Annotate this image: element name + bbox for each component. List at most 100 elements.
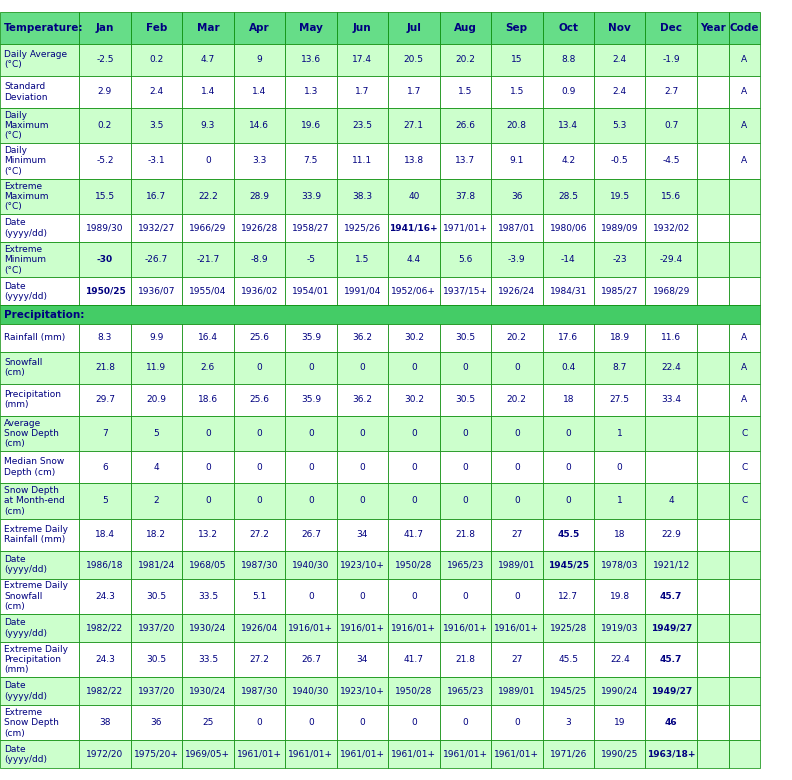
Bar (131, 551, 182, 579)
Text: 27.1: 27.1 (404, 121, 424, 130)
Bar (491, 740, 543, 768)
Text: 9: 9 (257, 55, 262, 64)
Text: Median Snow
Depth (cm): Median Snow Depth (cm) (4, 458, 64, 477)
Bar (729, 44, 760, 76)
Bar (79, 278, 131, 305)
Bar (543, 12, 594, 44)
Bar (337, 12, 388, 44)
Bar (543, 108, 594, 144)
Text: 0: 0 (308, 496, 314, 505)
Text: 1930/24: 1930/24 (189, 686, 227, 696)
Text: 1919/03: 1919/03 (601, 623, 638, 633)
Bar (440, 416, 491, 451)
Bar (729, 324, 760, 352)
Bar (594, 740, 645, 768)
Bar (285, 416, 337, 451)
Bar (79, 416, 131, 451)
Bar (285, 242, 337, 278)
Bar (729, 519, 760, 551)
Bar (0, 483, 79, 519)
Bar (491, 12, 543, 44)
Text: Apr: Apr (249, 23, 270, 33)
Text: 24.3: 24.3 (95, 592, 115, 601)
Bar (491, 76, 543, 108)
Bar (594, 705, 645, 740)
Text: 8.7: 8.7 (612, 363, 627, 372)
Bar (182, 384, 234, 416)
Bar (543, 384, 594, 416)
Bar (440, 483, 491, 519)
Bar (594, 108, 645, 144)
Text: 1916/01+: 1916/01+ (288, 623, 333, 633)
Bar (234, 384, 285, 416)
Text: 30.5: 30.5 (147, 592, 166, 601)
Bar (491, 677, 543, 705)
Bar (388, 76, 440, 108)
Text: 22.4: 22.4 (661, 363, 681, 372)
Bar (388, 551, 440, 579)
Bar (697, 551, 729, 579)
Bar (543, 144, 594, 179)
Text: 1.4: 1.4 (201, 87, 215, 97)
Text: 0: 0 (565, 429, 571, 438)
Text: 3: 3 (565, 718, 571, 727)
Bar (182, 740, 234, 768)
Text: -14: -14 (561, 255, 576, 264)
Bar (594, 76, 645, 108)
Bar (182, 483, 234, 519)
Bar (234, 44, 285, 76)
Text: 19.6: 19.6 (301, 121, 321, 130)
Bar (234, 76, 285, 108)
Bar (491, 324, 543, 352)
Bar (440, 144, 491, 179)
Text: Average
Snow Depth
(cm): Average Snow Depth (cm) (4, 419, 59, 448)
Bar (729, 384, 760, 416)
Text: 26.6: 26.6 (455, 121, 475, 130)
Text: 19: 19 (614, 718, 626, 727)
Bar (337, 384, 388, 416)
Bar (543, 551, 594, 579)
Text: 2.4: 2.4 (150, 87, 163, 97)
Text: 1958/27: 1958/27 (292, 224, 329, 232)
Bar (337, 179, 388, 214)
Text: 1981/24: 1981/24 (138, 560, 175, 569)
Bar (697, 144, 729, 179)
Text: 1989/01: 1989/01 (498, 686, 535, 696)
Text: 13.4: 13.4 (558, 121, 578, 130)
Bar (543, 278, 594, 305)
Bar (729, 614, 760, 642)
Text: Daily
Minimum
(°C): Daily Minimum (°C) (4, 146, 46, 176)
Text: -5: -5 (307, 255, 315, 264)
Text: 36: 36 (511, 192, 523, 201)
Text: 1989/09: 1989/09 (601, 224, 638, 232)
Bar (594, 451, 645, 483)
Bar (645, 278, 697, 305)
Text: 16.7: 16.7 (147, 192, 166, 201)
Text: 26.7: 26.7 (301, 655, 321, 664)
Text: Jun: Jun (353, 23, 371, 33)
Bar (337, 579, 388, 614)
Bar (131, 451, 182, 483)
Bar (440, 242, 491, 278)
Text: 4.7: 4.7 (201, 55, 215, 64)
Text: 7.5: 7.5 (303, 157, 318, 165)
Bar (337, 242, 388, 278)
Bar (729, 451, 760, 483)
Text: Code: Code (729, 23, 760, 33)
Bar (337, 740, 388, 768)
Bar (645, 519, 697, 551)
Bar (0, 179, 79, 214)
Text: 0: 0 (411, 429, 417, 438)
Bar (697, 278, 729, 305)
Text: Daily Average
(°C): Daily Average (°C) (4, 50, 67, 69)
Bar (388, 384, 440, 416)
Bar (285, 108, 337, 144)
Text: 19.8: 19.8 (610, 592, 630, 601)
Text: 34: 34 (356, 655, 368, 664)
Text: Date
(yyyy/dd): Date (yyyy/dd) (4, 619, 47, 637)
Text: 1936/07: 1936/07 (138, 287, 175, 296)
Bar (543, 179, 594, 214)
Bar (729, 242, 760, 278)
Text: Extreme
Maximum
(°C): Extreme Maximum (°C) (4, 182, 48, 211)
Text: 0: 0 (257, 463, 262, 472)
